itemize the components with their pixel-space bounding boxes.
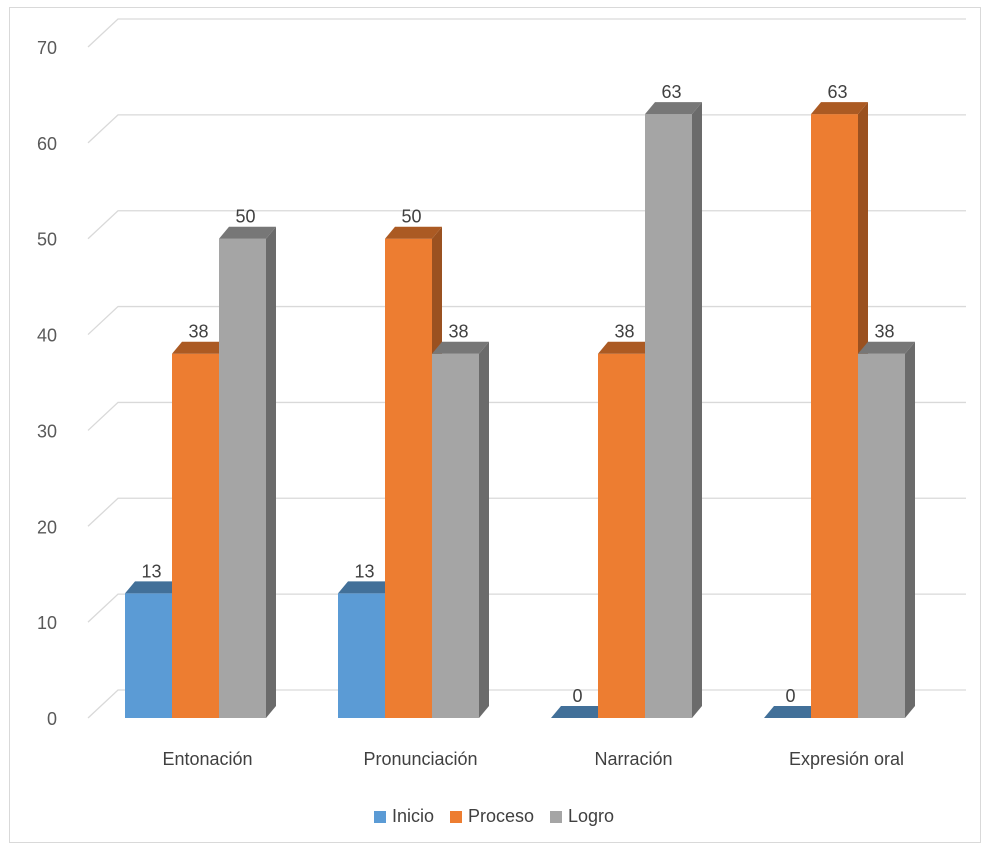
y-tick-label: 40 [37, 326, 57, 346]
y-tick-label: 30 [37, 421, 57, 441]
y-tick-label: 70 [37, 38, 57, 58]
x-category-label: Pronunciación [363, 749, 477, 769]
legend-swatch [550, 810, 563, 823]
legend-item-proceso: Proceso [449, 806, 535, 827]
legend-item-logro: Logro [550, 806, 614, 827]
y-tick-label: 50 [37, 230, 57, 250]
x-axis-categories: Entonación Pronunciación Narración Expresió… [162, 749, 904, 769]
bar-logro-0 [219, 226, 276, 718]
data-label: 38 [874, 322, 894, 342]
data-label: 38 [614, 322, 634, 342]
legend: Inicio Proceso Logro [0, 806, 988, 827]
data-label: 63 [661, 82, 681, 102]
bar-logro-3 [858, 341, 915, 718]
legend-label: Logro [568, 806, 615, 826]
bar-logro-2 [645, 102, 702, 719]
data-label: 13 [141, 561, 161, 581]
y-tick-label: 60 [37, 134, 57, 154]
data-label: 38 [188, 322, 208, 342]
bar-logro-1 [432, 341, 489, 718]
legend-item-inicio: Inicio [373, 806, 434, 827]
data-labels: 13 38 50 13 50 38 0 38 63 0 63 38 [141, 82, 894, 706]
y-axis-ticks: 0 10 20 30 40 50 60 70 [37, 38, 57, 729]
data-label: 50 [401, 207, 421, 227]
data-label: 38 [448, 322, 468, 342]
x-category-label: Entonación [162, 749, 252, 769]
data-label: 63 [827, 82, 847, 102]
legend-label: Inicio [391, 806, 434, 826]
data-label: 50 [235, 207, 255, 227]
x-category-label: Narración [594, 749, 672, 769]
bar-inicio-2 [551, 706, 608, 718]
gridline [87, 18, 966, 48]
data-label: 13 [354, 561, 374, 581]
bar-inicio-3 [764, 706, 821, 718]
y-tick-label: 20 [37, 517, 57, 537]
bars [125, 102, 915, 719]
y-tick-label: 0 [47, 709, 57, 729]
data-label: 0 [572, 686, 582, 706]
legend-label: Proceso [467, 806, 535, 826]
y-tick-label: 10 [37, 613, 57, 633]
legend-swatch [449, 810, 462, 823]
legend-swatch [373, 810, 386, 823]
x-category-label: Expresión oral [789, 749, 904, 769]
data-label: 0 [785, 686, 795, 706]
